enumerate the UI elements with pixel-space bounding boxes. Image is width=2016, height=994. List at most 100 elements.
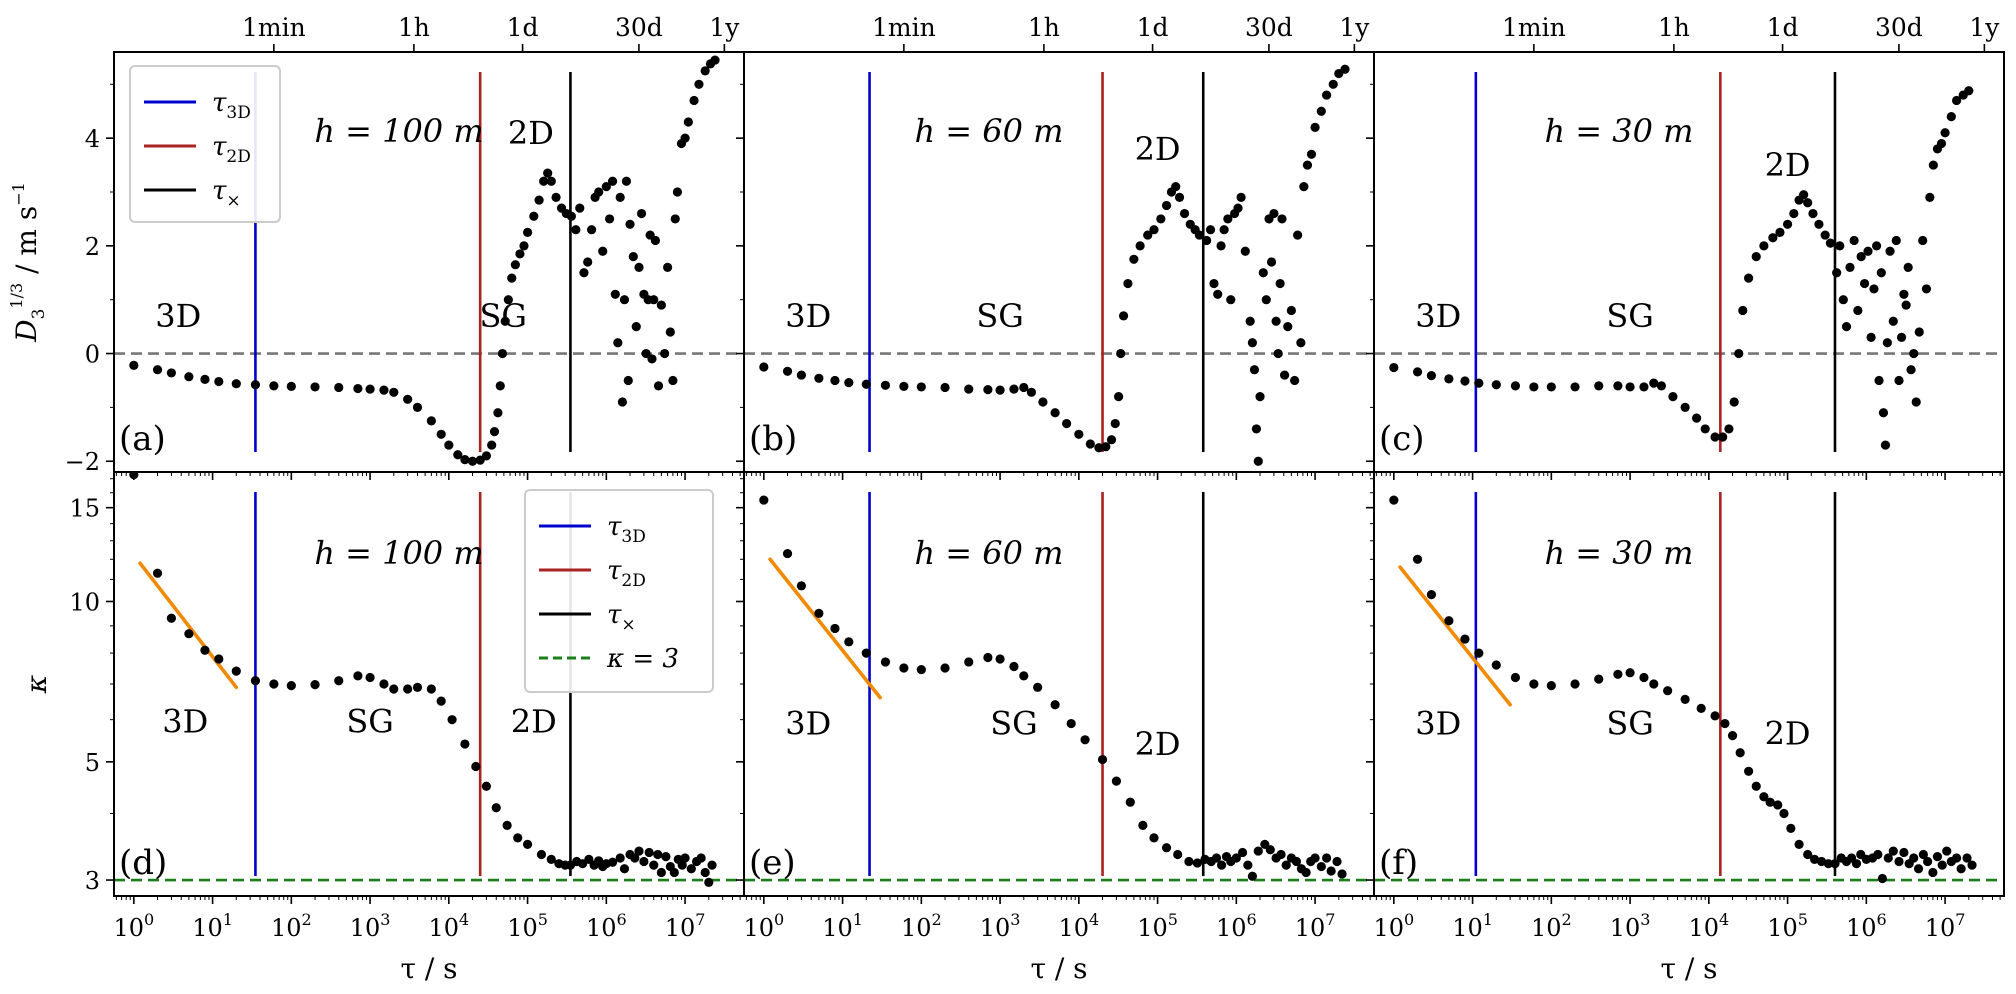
- y-tick-label: 3: [85, 867, 100, 895]
- data-point: [166, 368, 177, 378]
- data-point: [653, 849, 663, 860]
- x-tick-base: 10: [1216, 914, 1247, 942]
- data-point: [1184, 856, 1194, 867]
- data-point: [1649, 378, 1659, 388]
- data-point: [1894, 856, 1904, 867]
- height-label: h = 30 m: [1545, 112, 1694, 150]
- data-point: [672, 187, 683, 197]
- data-point: [513, 833, 523, 843]
- data-point: [940, 663, 950, 673]
- data-point: [630, 853, 640, 863]
- data-point: [500, 316, 510, 326]
- data-point: [814, 608, 824, 618]
- data-point: [1255, 392, 1265, 402]
- data-point: [796, 370, 807, 380]
- data-point: [782, 548, 793, 559]
- data-point: [1883, 853, 1893, 863]
- data-point: [1265, 845, 1275, 855]
- data-point: [1914, 327, 1924, 337]
- data-point: [1276, 849, 1286, 860]
- data-point: [615, 192, 625, 202]
- x-tick-exponent: 7: [1325, 910, 1335, 929]
- top-axis-label: 1y: [1969, 13, 2000, 42]
- x-tick-base: 10: [822, 914, 853, 942]
- data-point: [1841, 322, 1852, 332]
- data-point: [546, 854, 556, 864]
- data-point: [1529, 679, 1539, 689]
- data-point: [522, 839, 533, 849]
- data-point: [583, 257, 593, 267]
- panel-a: 1min 1h 1d 30d 1y −2 0 2 4 3D SG 2D h = 100 m (a): [65, 13, 745, 480]
- data-point: [1253, 846, 1263, 856]
- x-tick-exponent: 5: [538, 910, 548, 929]
- data-point: [1942, 846, 1952, 856]
- data-point: [594, 187, 604, 197]
- x-tick-exponent: 1: [853, 910, 863, 929]
- data-point: [1594, 674, 1604, 684]
- data-point: [1692, 413, 1702, 423]
- data-point: [694, 79, 704, 89]
- data-point: [1316, 861, 1326, 872]
- data-point: [1649, 679, 1659, 689]
- legend-label: τ2D: [212, 132, 251, 167]
- data-point: [1328, 79, 1338, 89]
- x-tick-label: 101: [822, 910, 863, 942]
- x-tick-label: 107: [1925, 910, 1966, 942]
- regime-label-sg: SG: [990, 705, 1037, 743]
- data-point: [497, 348, 508, 359]
- data-point: [507, 273, 517, 283]
- data-point: [680, 133, 690, 143]
- data-point: [1946, 112, 1956, 122]
- data-point: [1871, 241, 1882, 251]
- data-point: [1258, 268, 1268, 278]
- x-tick-exponent: 0: [144, 910, 154, 929]
- x-tick-exponent: 3: [1640, 910, 1650, 929]
- regime-label-sg: SG: [479, 297, 526, 335]
- data-point: [1874, 375, 1884, 386]
- data-point: [1223, 214, 1233, 224]
- data-point: [1529, 382, 1539, 392]
- data-point: [1240, 246, 1250, 256]
- x-tick-base: 10: [1531, 914, 1562, 942]
- x-tick-label: 104: [1688, 910, 1729, 942]
- data-point: [586, 225, 597, 235]
- data-point: [1321, 853, 1332, 863]
- data-point: [493, 408, 503, 418]
- data-point: [1510, 381, 1521, 391]
- regime-label-sg: SG: [1606, 297, 1653, 335]
- data-point: [700, 867, 710, 878]
- data-point: [1759, 792, 1769, 802]
- data-point: [1074, 429, 1084, 439]
- data-point: [680, 853, 690, 863]
- data-point: [641, 348, 651, 359]
- data-point: [200, 374, 210, 384]
- legend-subscript: ×: [226, 191, 240, 211]
- top-axis-label: 1h: [398, 13, 430, 42]
- data-point: [995, 654, 1005, 664]
- data-point: [1845, 262, 1855, 272]
- x-tick-base: 10: [586, 914, 617, 942]
- data-point: [403, 684, 413, 694]
- y-tick-label: 15: [69, 495, 100, 523]
- data-point: [1275, 278, 1285, 289]
- regime-label-sg: SG: [346, 703, 393, 741]
- x-tick-base: 10: [743, 914, 774, 942]
- data-point: [1937, 860, 1947, 870]
- data-point: [830, 375, 840, 386]
- data-point: [663, 262, 673, 272]
- data-point: [1116, 348, 1126, 359]
- data-point: [1209, 278, 1219, 289]
- data-point: [379, 679, 389, 689]
- data-point: [1724, 424, 1734, 434]
- data-point: [487, 440, 497, 450]
- data-point: [1876, 268, 1886, 278]
- data-point: [1161, 200, 1172, 211]
- x-tick-base: 10: [428, 914, 459, 942]
- y-axis-label-bottom: κ: [20, 675, 53, 694]
- data-point: [1033, 682, 1043, 692]
- data-point: [1888, 846, 1898, 856]
- data-point: [1066, 718, 1076, 729]
- y-label-sub: 3: [29, 309, 49, 320]
- data-point: [1639, 672, 1649, 683]
- x-tick-label: 101: [1452, 910, 1493, 942]
